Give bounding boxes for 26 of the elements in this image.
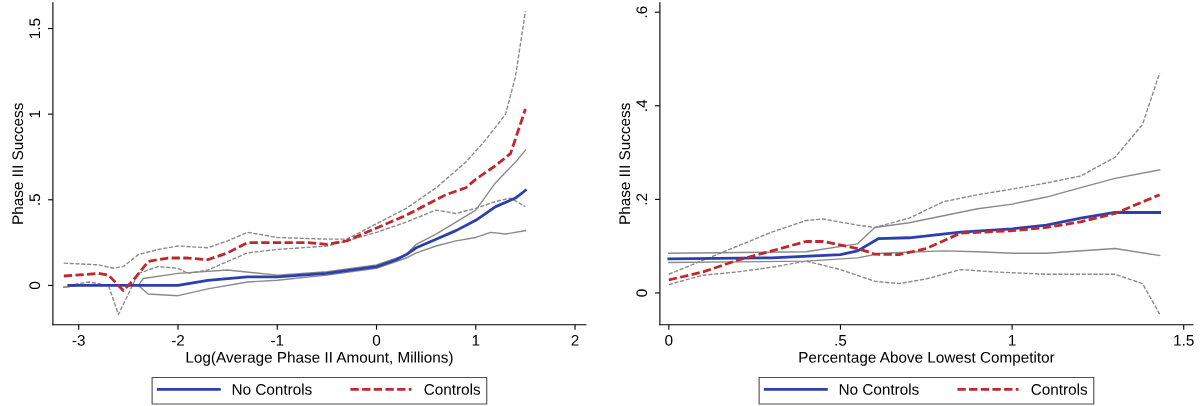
y-tick-label: .2	[636, 193, 648, 205]
y-tick-label: 1.5	[29, 18, 41, 38]
x-tick-label: 1	[1009, 335, 1016, 346]
y-tick-label: 1	[29, 110, 40, 118]
legend-label: Controls	[424, 383, 481, 395]
x-tick-label: 0	[372, 334, 381, 346]
x-tick-label: .5	[835, 335, 847, 346]
y-tick-label: .6	[636, 6, 648, 18]
y-axis-title: Phase III Success	[11, 103, 24, 224]
legend-label: No Controls	[839, 383, 919, 395]
y-tick-label: .5	[29, 194, 41, 205]
x-tick-label: -2	[171, 334, 184, 346]
legend-label: Controls	[1031, 383, 1088, 395]
x-tick-label: -1	[271, 335, 284, 346]
x-tick-label: 2	[571, 334, 579, 346]
y-axis-title: Phase III Success	[618, 103, 631, 224]
y-tick-label: 0	[636, 289, 648, 297]
legend-label: No Controls	[232, 383, 312, 395]
x-axis-title: Log(Average Phase II Amount, Millions)	[186, 351, 453, 366]
x-tick-label: 1.5	[1174, 335, 1194, 346]
x-tick-label: -3	[72, 334, 85, 346]
x-axis-title: Percentage Above Lowest Competitor	[799, 351, 1055, 366]
y-tick-label: .4	[636, 99, 648, 111]
x-tick-label: 0	[665, 334, 673, 346]
y-tick-label: 0	[29, 281, 41, 290]
x-tick-label: 1	[472, 335, 480, 346]
